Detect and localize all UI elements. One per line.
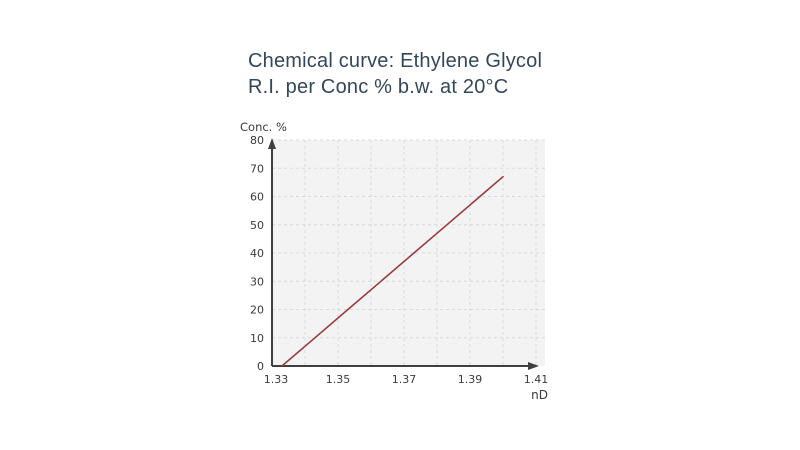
page-title-line2: R.I. per Conc % b.w. at 20°C — [248, 76, 509, 98]
y-tick-label: 80 — [250, 134, 264, 147]
page-title-line1: Chemical curve: Ethylene Glycol — [248, 50, 543, 72]
y-tick-label: 10 — [250, 332, 264, 345]
series-line — [281, 175, 504, 367]
line-chart: Conc. % nD 0 10 20 30 40 50 60 70 80 1.33 1.35 1.37 1.… — [230, 105, 565, 405]
x-tick-label: 1.33 — [264, 373, 289, 386]
y-tick-label: 40 — [250, 247, 264, 260]
plot-area — [272, 140, 545, 366]
x-tick-label: 1.41 — [524, 373, 549, 386]
y-tick-label: 60 — [250, 191, 264, 204]
y-tick-label: 20 — [250, 304, 264, 317]
y-tick-label: 50 — [250, 219, 264, 232]
x-tick-label: 1.39 — [458, 373, 483, 386]
page-title: Chemical curve: Ethylene Glycol R.I. per… — [248, 48, 542, 100]
y-axis-arrow-icon — [268, 138, 276, 149]
x-tick-label: 1.35 — [326, 373, 351, 386]
x-axis-title: nD — [531, 388, 548, 402]
x-tick-label: 1.37 — [392, 373, 417, 386]
line-chart-svg: Conc. % nD 0 10 20 30 40 50 60 70 80 1.33 1.35 1.37 1.… — [240, 120, 549, 402]
x-axis-arrow-icon — [528, 362, 539, 370]
y-tick-label: 0 — [257, 360, 264, 373]
y-tick-label: 30 — [250, 275, 264, 288]
y-axis-title: Conc. % — [240, 120, 287, 134]
y-tick-label: 70 — [250, 162, 264, 175]
